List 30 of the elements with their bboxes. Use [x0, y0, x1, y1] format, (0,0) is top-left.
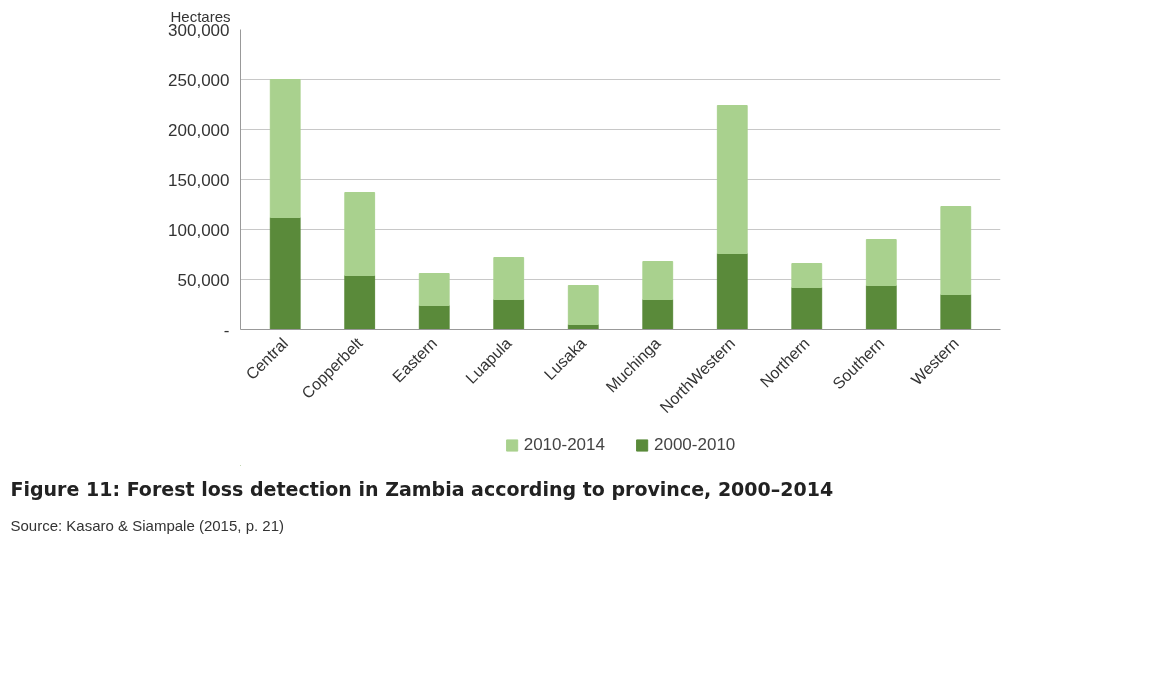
bar	[269, 79, 301, 218]
bar	[791, 263, 823, 288]
bar	[940, 206, 972, 295]
source-note: Source: Kasaro & Siampale (2015, p. 21)	[10, 516, 284, 534]
y-tick-label: -	[223, 320, 230, 340]
bar	[567, 285, 599, 325]
text: Figure 11: Forest loss detection in Zambia according to province, 2000–2014	[10, 477, 834, 500]
y-tick-label: 50,000	[177, 270, 230, 290]
bar	[716, 105, 748, 254]
bar	[865, 285, 897, 330]
legend-label: 2000-2010	[654, 435, 736, 455]
bar	[269, 217, 301, 330]
y-tick-label: 200,000	[168, 120, 230, 140]
bar	[418, 273, 450, 306]
y-tick-label: 100,000	[168, 220, 230, 240]
bar	[493, 257, 525, 300]
bar	[865, 239, 897, 286]
bar	[642, 261, 674, 300]
bar	[642, 299, 674, 330]
bar	[344, 192, 376, 276]
y-tick-label: 250,000	[168, 70, 230, 90]
bar	[791, 287, 823, 330]
bar	[940, 294, 972, 330]
bar	[418, 305, 450, 330]
bar	[493, 299, 525, 330]
bar	[716, 253, 748, 330]
bar	[344, 275, 376, 330]
y-axis-title: Hectares	[170, 7, 231, 25]
legend-label: 2010-2014	[523, 435, 605, 455]
y-tick-label: 150,000	[168, 170, 230, 190]
